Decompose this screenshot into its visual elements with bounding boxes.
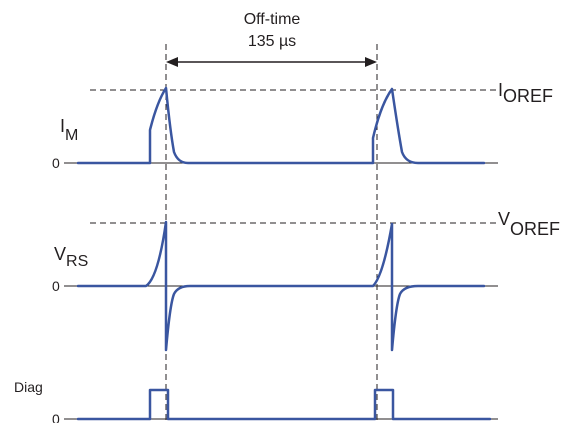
vrs-label-subscript: RS <box>66 253 88 270</box>
offtime-title: Off-time <box>244 11 301 28</box>
vrs-label: VRS <box>54 244 88 270</box>
vrs-ref-subscript: OREF <box>510 219 560 239</box>
im-waveform <box>76 86 486 165</box>
vrs-waveform <box>76 220 486 352</box>
offtime-arrowhead-right <box>365 57 377 67</box>
vrs-zero-label: 0 <box>52 278 60 294</box>
vrs-ref-main: V <box>498 209 510 229</box>
offtime-arrowhead-left <box>166 57 178 67</box>
im-zero-label: 0 <box>52 155 60 171</box>
im-label-subscript: M <box>65 127 78 144</box>
im-label: IM <box>60 116 78 144</box>
vrs-ref-label: VOREF <box>498 209 560 239</box>
im-ref-main: I <box>498 80 503 100</box>
im-ref-label: IOREF <box>498 80 553 106</box>
im-ref-subscript: OREF <box>503 86 553 106</box>
diag-label: Diag <box>14 379 43 395</box>
vrs-label-main: V <box>54 244 66 264</box>
diag-waveform <box>76 388 492 421</box>
diag-zero-label: 0 <box>52 411 60 423</box>
offtime-value: 135 µs <box>248 33 296 50</box>
im-label-main: I <box>60 116 65 136</box>
